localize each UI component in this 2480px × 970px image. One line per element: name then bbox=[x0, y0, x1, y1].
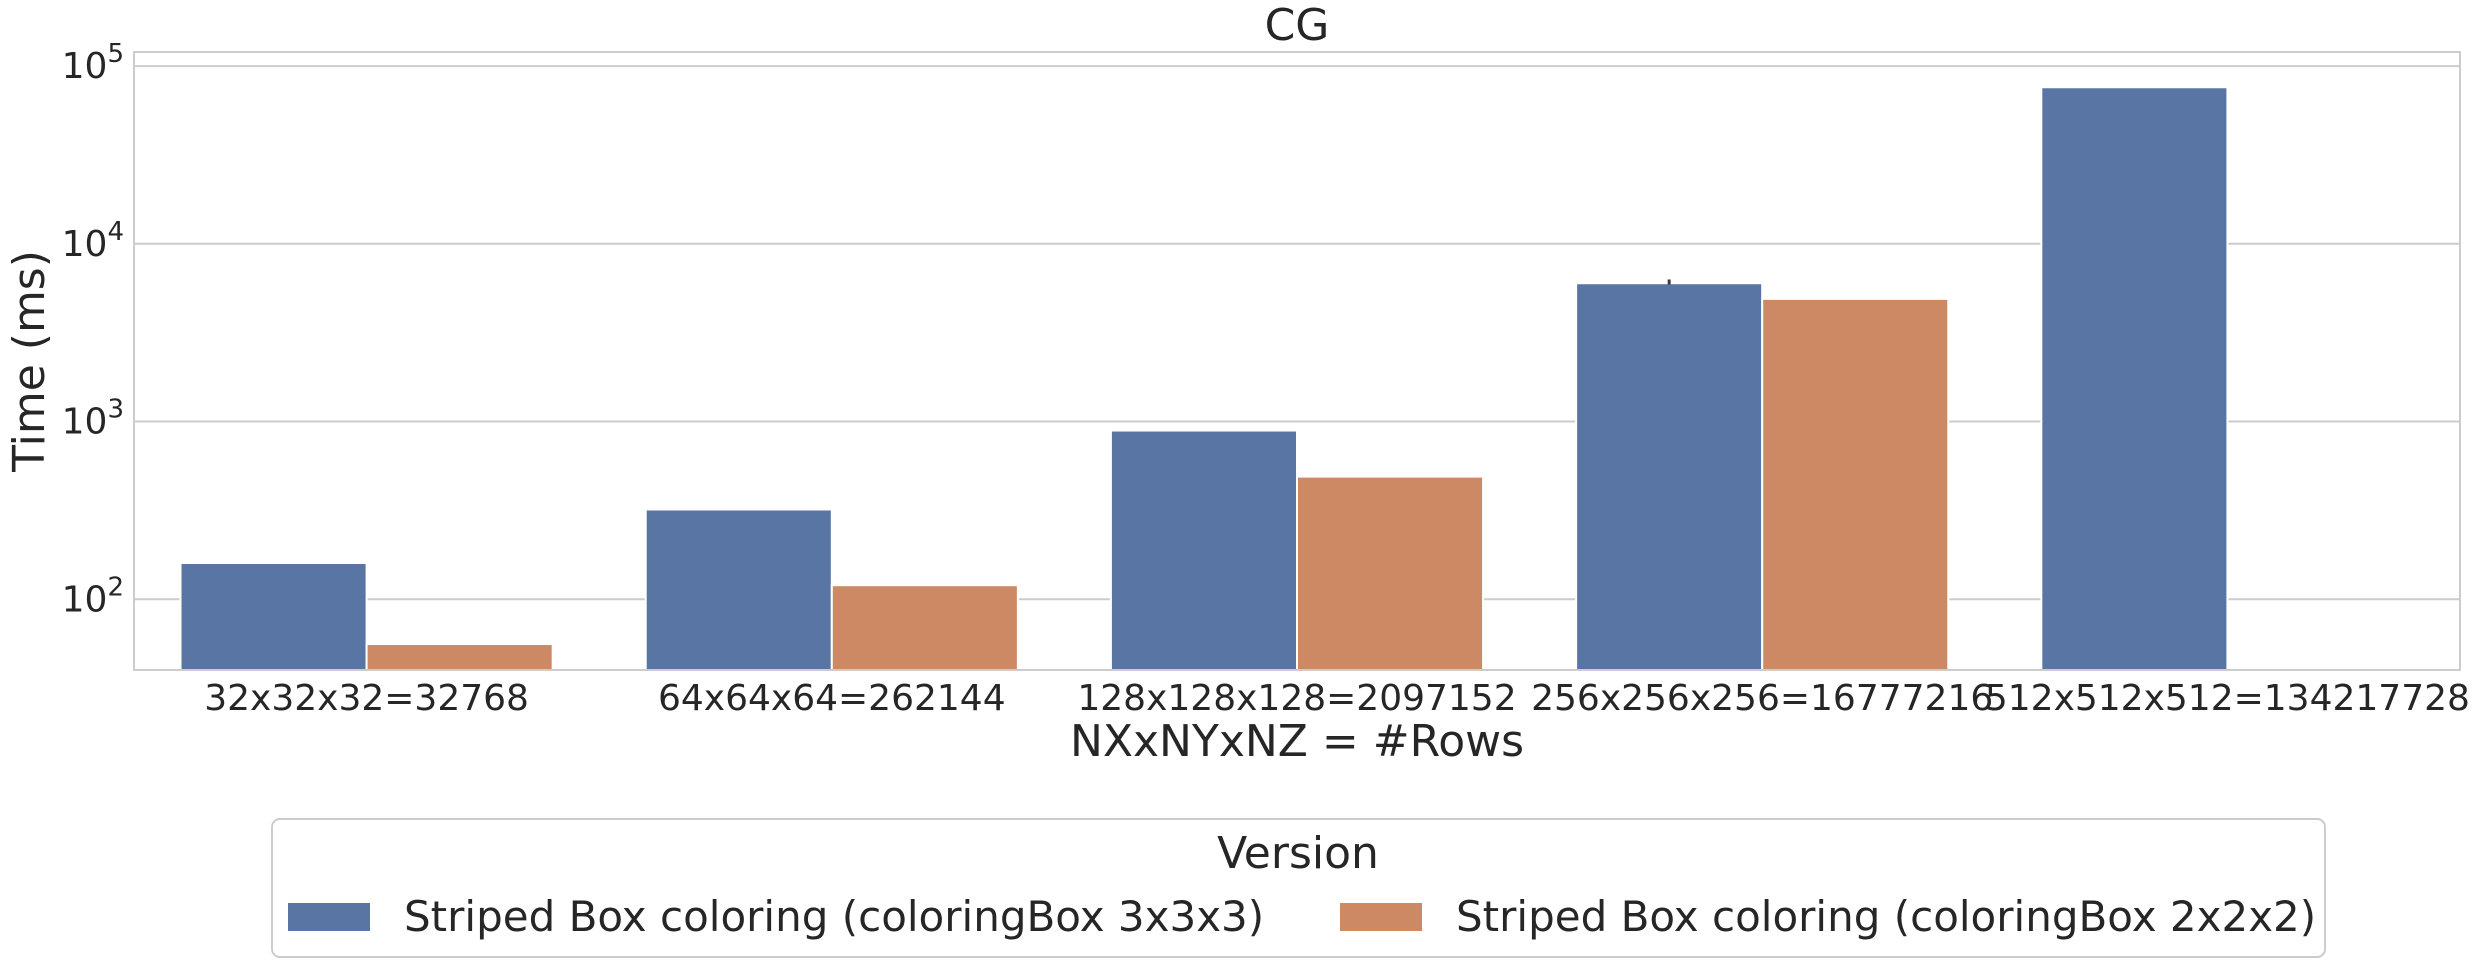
bar-series-2-1 bbox=[365, 643, 554, 672]
bars bbox=[179, 86, 2229, 672]
legend-label-1: Striped Box coloring (coloringBox 3x3x3) bbox=[404, 892, 1264, 941]
y-tick-label: 105 bbox=[62, 39, 124, 87]
legend: Version Striped Box coloring (coloringBo… bbox=[271, 818, 2326, 958]
bar-series-1-4 bbox=[1575, 282, 1764, 671]
x-axis-label: NXxNYxNZ = #Rows bbox=[1070, 716, 1524, 767]
x-tick-labels: 32x32x32=32768 64x64x64=262144 128x128x128… bbox=[204, 678, 2470, 719]
legend-box bbox=[271, 818, 2326, 958]
y-tick-label: 103 bbox=[62, 395, 124, 443]
x-tick-label: 128x128x128=2097152 bbox=[1077, 678, 1516, 719]
x-tick-label: 32x32x32=32768 bbox=[204, 678, 529, 719]
x-tick-label: 512x512x512=134217728 bbox=[1985, 678, 2470, 719]
y-tick-label: 104 bbox=[62, 217, 124, 265]
y-tick-label: 102 bbox=[62, 572, 124, 620]
x-tick-label: 256x256x256=16777216 bbox=[1531, 678, 1993, 719]
bar-series-1-3 bbox=[1109, 429, 1299, 671]
bar-series-2-2 bbox=[830, 584, 1019, 672]
chart-title: CG bbox=[1265, 0, 1330, 51]
bar-series-2-3 bbox=[1296, 475, 1485, 671]
legend-items: Striped Box coloring (coloringBox 3x3x3)… bbox=[288, 892, 2316, 941]
x-tick-label: 64x64x64=262144 bbox=[658, 678, 1006, 719]
legend-label-2: Striped Box coloring (coloringBox 2x2x2) bbox=[1456, 892, 2316, 941]
legend-swatch-1 bbox=[288, 903, 370, 931]
y-axis-label: Time (ms) bbox=[4, 250, 55, 473]
plot-frame bbox=[133, 51, 2461, 671]
bar-series-1-2 bbox=[644, 508, 833, 672]
y-tick-labels: 102 103 104 105 bbox=[62, 39, 124, 620]
legend-swatch-2 bbox=[1340, 903, 1422, 931]
bar-series-2-4 bbox=[1761, 297, 1950, 671]
bar-series-1-5 bbox=[2040, 86, 2229, 671]
legend-title: Version bbox=[1217, 828, 1379, 879]
bar-series-1-1 bbox=[179, 561, 368, 672]
